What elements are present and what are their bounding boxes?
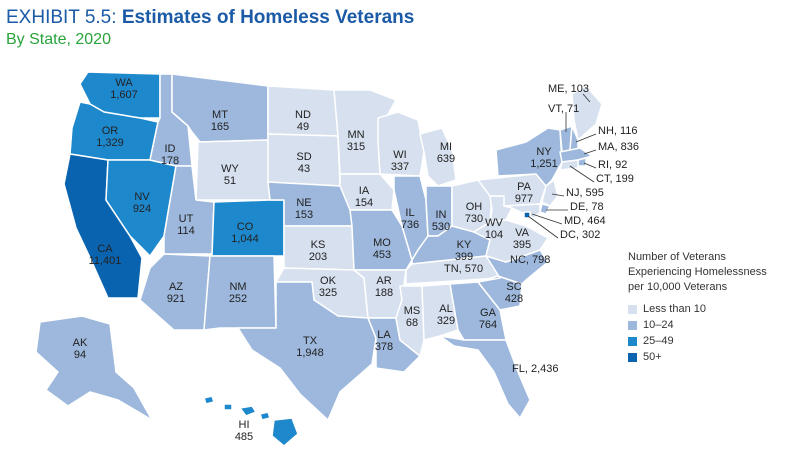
state-wi xyxy=(377,111,425,177)
state-label-ma: MA, 836 xyxy=(598,141,639,153)
legend-title-line: per 10,000 Veterans xyxy=(628,281,728,293)
state-md xyxy=(503,203,541,219)
state-label-nj: NJ, 595 xyxy=(566,187,604,199)
legend-label: Less than 10 xyxy=(643,303,706,315)
legend-item: 25–49 xyxy=(628,333,767,349)
state-label-nh: NH, 116 xyxy=(598,125,638,137)
state-label-fl: FL, 2,436 xyxy=(512,363,558,375)
state-label-ga: GA 764 xyxy=(479,307,497,331)
state-label-co: CO 1,044 xyxy=(231,221,259,245)
state-label-wy: WY 51 xyxy=(221,163,239,187)
subtitle: By State, 2020 xyxy=(6,31,111,48)
state-label-pa: PA 977 xyxy=(515,181,533,205)
state-label-id: ID 178 xyxy=(161,143,179,167)
legend-title: Number of Veterans Experiencing Homeless… xyxy=(628,250,767,295)
state-label-wa: WA 1,607 xyxy=(110,77,138,101)
state-label-ri: RI, 92 xyxy=(598,159,627,171)
state-fl xyxy=(439,335,531,419)
state-me xyxy=(571,85,603,141)
state-label-mt: MT 165 xyxy=(211,109,229,133)
state-label-me: ME, 103 xyxy=(548,83,589,95)
leader-line-ma xyxy=(583,149,597,155)
legend-item: 50+ xyxy=(628,349,767,365)
state-label-ut: UT 114 xyxy=(177,213,195,237)
state-label-mo: MO 453 xyxy=(373,237,391,261)
state-mo xyxy=(349,209,413,271)
state-label-hi: HI 485 xyxy=(235,419,253,443)
state-label-oh: OH 730 xyxy=(465,201,483,225)
leader-line-dc xyxy=(527,215,559,239)
state-label-nv: NV 924 xyxy=(133,191,151,215)
state-hi xyxy=(203,395,299,447)
state-de xyxy=(539,203,551,215)
state-label-sd: SD 43 xyxy=(296,151,311,175)
legend-swatch xyxy=(628,336,637,346)
legend-title-line: Experiencing Homelessness xyxy=(628,266,767,278)
leader-line-me xyxy=(582,93,591,103)
state-label-ia: IA 154 xyxy=(355,185,373,209)
state-ny xyxy=(495,127,563,187)
state-ri xyxy=(577,157,587,167)
leader-line-ri xyxy=(583,162,597,169)
state-label-or: OR 1,329 xyxy=(96,125,124,149)
state-label-il: IL 736 xyxy=(401,207,419,231)
state-label-sc: SC 428 xyxy=(505,281,523,305)
leader-line-nh xyxy=(575,133,597,143)
state-label-wv: WV 104 xyxy=(485,217,504,241)
legend-label: 25–49 xyxy=(643,335,674,347)
header: EXHIBIT 5.5: Estimates of Homeless Veter… xyxy=(6,6,414,50)
state-label-nd: ND 49 xyxy=(295,109,311,133)
state-label-de: DE, 78 xyxy=(570,201,604,213)
state-ak xyxy=(35,315,153,421)
state-label-va: VA 395 xyxy=(513,227,531,251)
leader-line-md xyxy=(531,213,563,225)
state-label-wi: WI 337 xyxy=(391,149,409,173)
state-label-nc: NC, 798 xyxy=(510,254,550,266)
state-label-ct: CT, 199 xyxy=(596,173,634,185)
state-label-la: LA 378 xyxy=(375,329,393,353)
state-label-nm: NM 252 xyxy=(229,281,247,305)
state-nj xyxy=(541,179,559,207)
state-label-ok: OK 325 xyxy=(319,275,337,299)
legend-swatch xyxy=(628,304,637,314)
legend-swatch xyxy=(628,352,637,362)
state-label-ne: NE 153 xyxy=(295,197,313,221)
state-label-tn: TN, 570 xyxy=(444,263,483,275)
page-title: EXHIBIT 5.5: Estimates of Homeless Veter… xyxy=(6,6,414,30)
state-tx xyxy=(237,281,377,421)
state-label-al: AL 329 xyxy=(437,303,455,327)
state-label-ak: AK 94 xyxy=(73,337,88,361)
legend-title-line: Number of Veterans xyxy=(628,251,726,263)
state-label-in: IN 530 xyxy=(432,209,450,233)
state-label-az: AZ 921 xyxy=(167,281,185,305)
leader-line-ct xyxy=(569,165,595,183)
state-label-vt: VT, 71 xyxy=(548,103,579,115)
state-label-mi: MI 639 xyxy=(437,141,455,165)
legend-label: 50+ xyxy=(643,351,662,363)
state-label-dc: DC, 302 xyxy=(560,229,600,241)
legend-item: 10–24 xyxy=(628,317,767,333)
state-al xyxy=(421,283,459,341)
legend-swatch xyxy=(628,320,637,330)
leader-line-nj xyxy=(551,193,565,197)
legend-item: Less than 10 xyxy=(628,301,767,317)
exhibit-label: EXHIBIT 5.5: xyxy=(6,7,117,28)
state-label-ar: AR 188 xyxy=(375,275,393,299)
state-label-ks: KS 203 xyxy=(309,239,327,263)
state-label-ca: CA 11,401 xyxy=(89,243,122,267)
state-label-mn: MN 315 xyxy=(347,129,365,153)
state-label-ny: NY 1,251 xyxy=(530,146,558,170)
state-mi xyxy=(419,127,457,187)
state-label-md: MD, 464 xyxy=(564,215,606,227)
state-ct xyxy=(559,159,579,171)
legend-label: 10–24 xyxy=(643,319,674,331)
state-label-tx: TX 1,948 xyxy=(296,335,324,359)
title-text: Estimates of Homeless Veterans xyxy=(121,7,415,28)
state-label-ky: KY 399 xyxy=(455,239,473,263)
legend: Number of Veterans Experiencing Homeless… xyxy=(628,250,767,365)
state-label-ms: MS 68 xyxy=(404,305,421,329)
